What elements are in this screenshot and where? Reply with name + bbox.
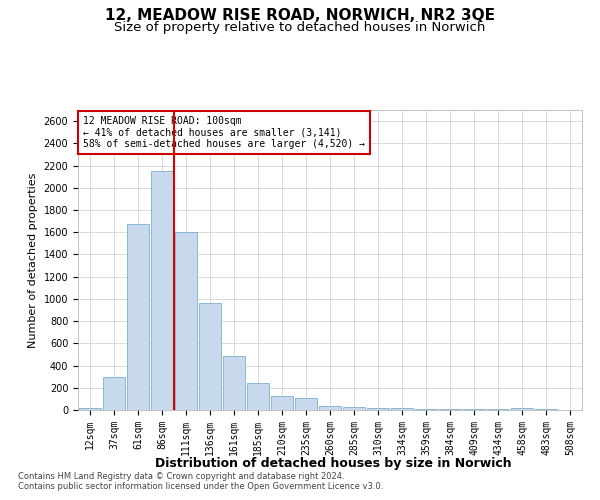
Bar (175, 232, 197, 410)
Text: Size of property relative to detached houses in Norwich: Size of property relative to detached ho… (115, 21, 485, 34)
Bar (247, 384, 269, 410)
Bar (151, 171, 173, 410)
Bar (415, 408, 437, 410)
Bar (271, 396, 293, 410)
Bar (367, 408, 389, 410)
Bar (127, 224, 149, 410)
Bar (79, 408, 101, 410)
Bar (103, 377, 125, 410)
Text: 12, MEADOW RISE ROAD, NORWICH, NR2 3QE: 12, MEADOW RISE ROAD, NORWICH, NR2 3QE (105, 8, 495, 22)
Bar (223, 356, 245, 410)
Bar (319, 406, 341, 410)
Bar (199, 304, 221, 410)
Bar (343, 406, 365, 410)
Bar (511, 408, 533, 410)
Bar (391, 408, 413, 410)
Text: Contains public sector information licensed under the Open Government Licence v3: Contains public sector information licen… (18, 482, 383, 491)
Text: Distribution of detached houses by size in Norwich: Distribution of detached houses by size … (155, 458, 511, 470)
Bar (463, 409, 485, 410)
Text: 12 MEADOW RISE ROAD: 100sqm
← 41% of detached houses are smaller (3,141)
58% of : 12 MEADOW RISE ROAD: 100sqm ← 41% of det… (83, 116, 365, 149)
Bar (439, 409, 461, 410)
Bar (295, 398, 317, 410)
Y-axis label: Number of detached properties: Number of detached properties (28, 172, 38, 348)
Text: Contains HM Land Registry data © Crown copyright and database right 2024.: Contains HM Land Registry data © Crown c… (18, 472, 344, 481)
